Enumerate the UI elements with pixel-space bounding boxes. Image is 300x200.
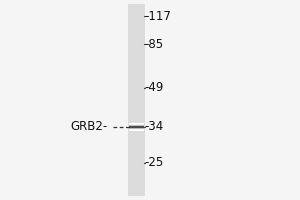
Text: -117: -117 <box>145 9 172 22</box>
Text: GRB2-: GRB2- <box>71 120 108 134</box>
Text: -85: -85 <box>145 38 164 50</box>
Text: -25: -25 <box>145 156 164 169</box>
Bar <box>128 4 145 196</box>
Text: -49: -49 <box>145 81 164 94</box>
Text: -34: -34 <box>145 120 164 134</box>
